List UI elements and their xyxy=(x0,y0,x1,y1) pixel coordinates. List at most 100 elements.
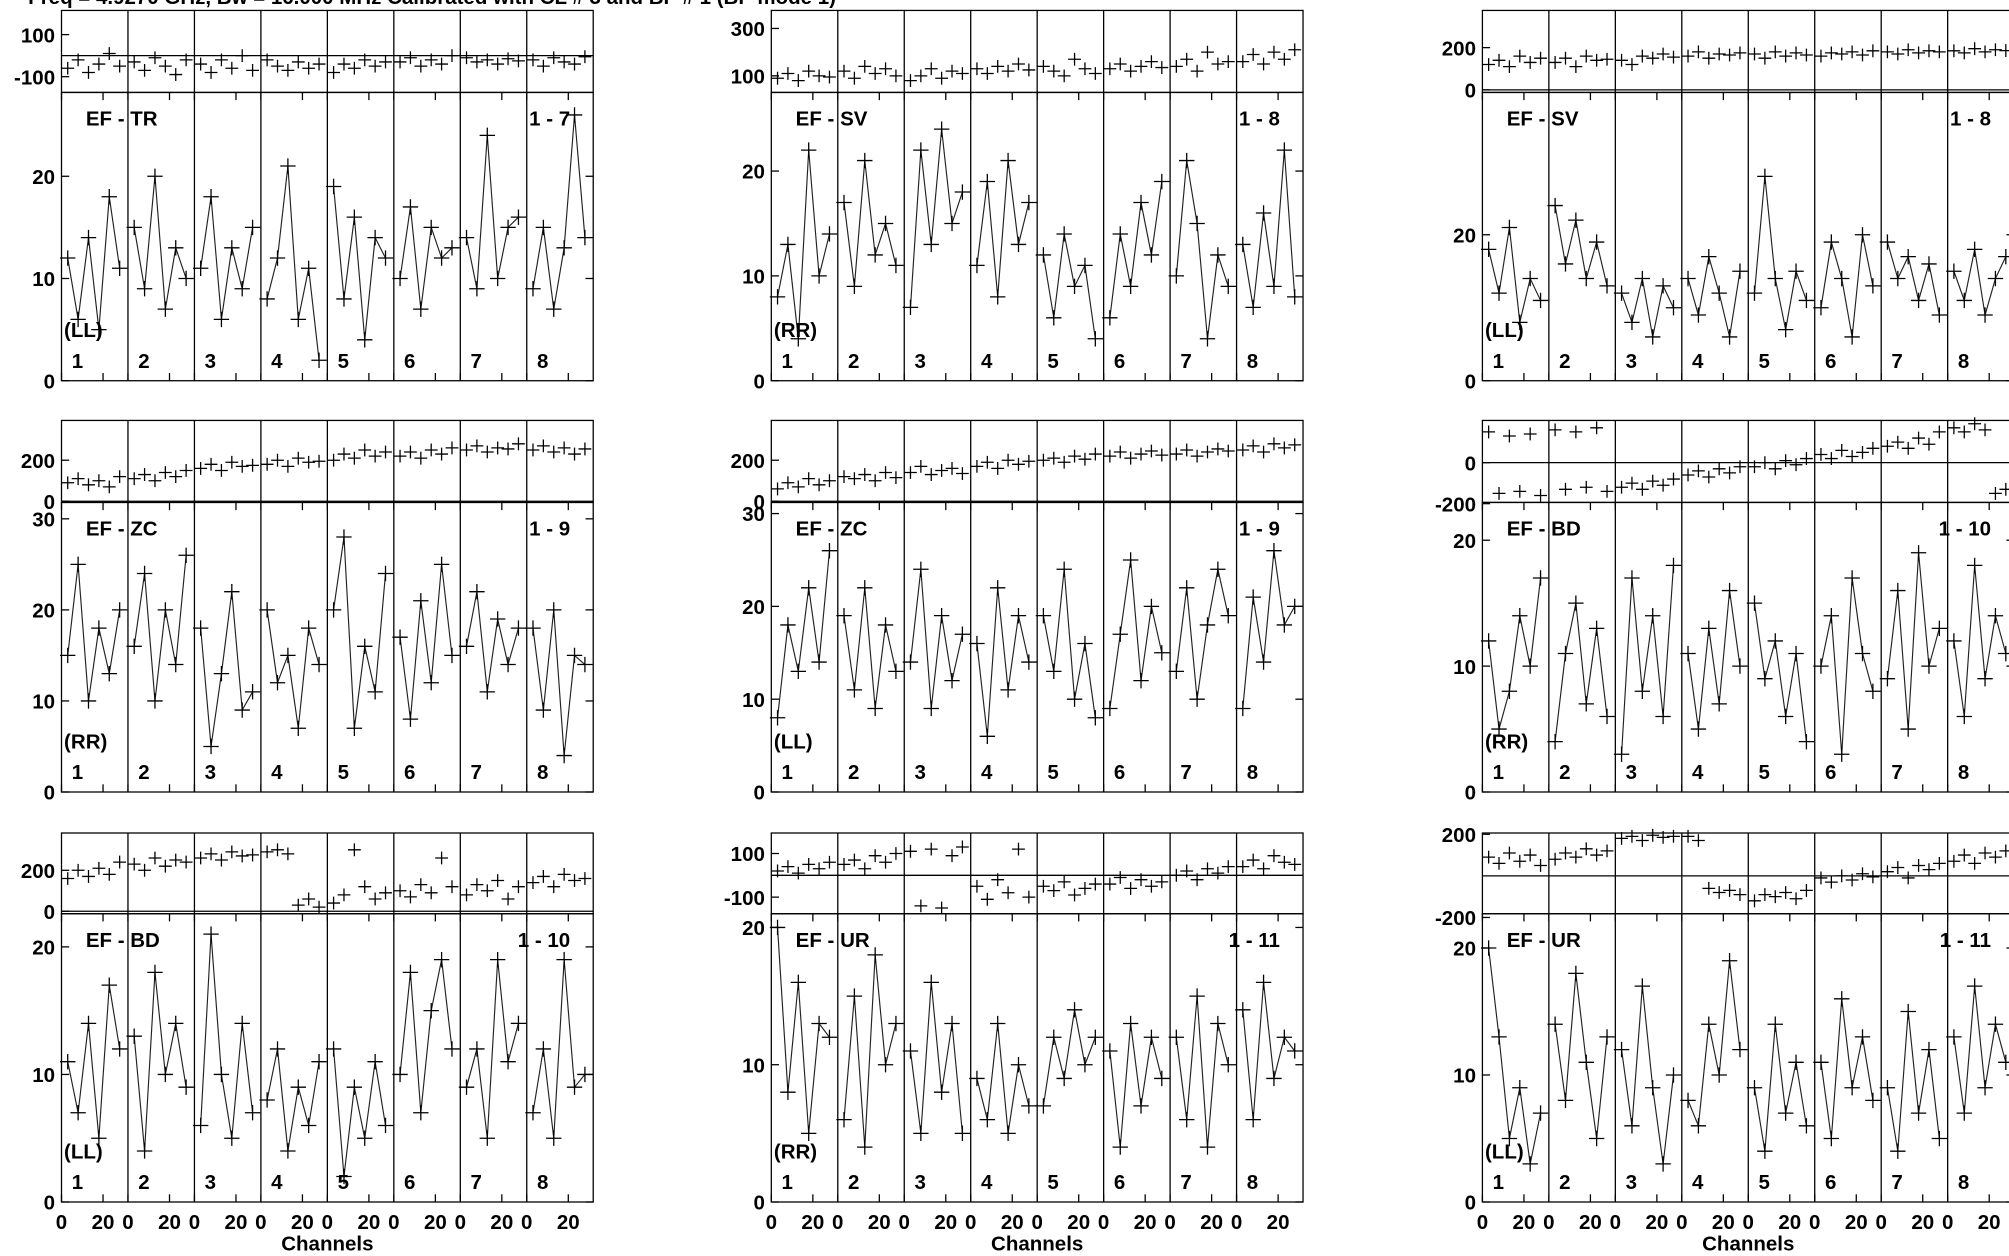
phase-point xyxy=(501,892,515,906)
amp-point xyxy=(1998,1054,2009,1070)
phase-point xyxy=(945,64,959,78)
phase-point xyxy=(1134,447,1148,461)
amp-point xyxy=(336,529,352,545)
amp-line xyxy=(1953,565,2007,717)
amp-point xyxy=(1998,248,2009,265)
phase-point xyxy=(1482,425,1496,439)
amp-point xyxy=(213,311,230,328)
amp-line xyxy=(465,591,520,692)
phase-point xyxy=(1088,877,1102,891)
if-label: 1 xyxy=(72,1171,83,1194)
phase-point xyxy=(1012,842,1025,856)
phase-point xyxy=(1513,484,1527,498)
phase-point xyxy=(435,851,449,865)
phase-point xyxy=(1492,53,1506,67)
phase-point xyxy=(302,892,316,906)
amp-point xyxy=(469,281,485,297)
amp-point xyxy=(192,260,209,276)
phase-tick-label: 100 xyxy=(731,843,765,866)
phase-point xyxy=(1957,848,1971,862)
amp-point xyxy=(1056,561,1072,577)
amp-point xyxy=(944,672,960,689)
phase-tick-label: 0 xyxy=(753,491,764,514)
amp-point xyxy=(1189,215,1205,232)
amp-point xyxy=(811,1015,827,1032)
amp-point xyxy=(325,1041,342,1057)
phase-point xyxy=(889,847,903,860)
phase-point xyxy=(526,876,540,889)
phase-point xyxy=(1968,42,1982,56)
amp-point xyxy=(1547,197,1563,214)
phase-point xyxy=(1492,856,1506,870)
amp-tick-label: 20 xyxy=(1453,938,1476,961)
x-tick-label: 0 xyxy=(766,1211,777,1234)
amp-point xyxy=(1102,310,1118,326)
phase-point xyxy=(823,855,836,869)
phase-point xyxy=(1548,56,1562,69)
amp-line xyxy=(67,985,121,1139)
amp-point xyxy=(280,158,296,174)
phase-point xyxy=(179,464,193,477)
amp-point xyxy=(902,299,919,316)
amp-point xyxy=(1010,607,1027,624)
phase-point xyxy=(82,66,95,79)
if-label: 2 xyxy=(1559,761,1570,784)
phase-point xyxy=(281,63,295,77)
amp-line xyxy=(1109,1023,1163,1148)
amp-tick-label: 0 xyxy=(753,1192,764,1215)
amp-line xyxy=(266,609,320,729)
amp-point xyxy=(1210,247,1226,263)
amp-point xyxy=(1865,683,1881,699)
phase-point xyxy=(1513,49,1527,63)
amp-point xyxy=(1823,234,1840,250)
phase-point xyxy=(327,896,340,910)
amp-point xyxy=(923,700,939,717)
x-tick-label: 0 xyxy=(1031,1211,1042,1234)
amp-point xyxy=(510,209,527,225)
phase-point xyxy=(1036,879,1050,893)
phase-point xyxy=(1989,43,2002,57)
amp-point xyxy=(1287,289,1303,305)
phase-point xyxy=(158,59,172,73)
amp-point xyxy=(933,607,950,624)
amp-point xyxy=(1701,248,1717,265)
x-tick-label: 20 xyxy=(1712,1211,1735,1234)
phase-point xyxy=(1901,441,1915,455)
phase-point xyxy=(1124,64,1138,78)
amp-point xyxy=(888,257,904,274)
phase-point xyxy=(935,464,949,477)
phase-point xyxy=(847,853,861,867)
amp-point xyxy=(367,684,383,700)
amp-tick-label: 0 xyxy=(44,782,55,805)
amp-point xyxy=(458,229,475,246)
amp-point xyxy=(101,665,117,682)
pol-label: (LL) xyxy=(64,319,103,342)
if-label: 6 xyxy=(1114,350,1125,373)
phase-point xyxy=(1169,447,1183,461)
phase-point xyxy=(1267,437,1281,451)
amp-point xyxy=(1931,1130,1948,1147)
phase-point xyxy=(1257,862,1270,876)
amp-point xyxy=(203,926,219,942)
amp-point xyxy=(1813,300,1829,316)
phase-point xyxy=(935,901,949,915)
x-tick-label: 20 xyxy=(1200,1211,1223,1234)
phase-point xyxy=(71,53,85,67)
phase-point xyxy=(1246,48,1260,61)
amp-point xyxy=(990,580,1006,596)
amp-point xyxy=(510,620,527,636)
phase-point xyxy=(1733,460,1747,474)
phase-point xyxy=(879,466,892,479)
phase-point xyxy=(1947,421,1961,435)
amp-point xyxy=(147,693,163,709)
if-label: 7 xyxy=(1891,350,1902,373)
amp-line xyxy=(266,165,320,361)
phase-point xyxy=(337,888,351,902)
amp-point xyxy=(1788,263,1804,279)
amp-tick-label: 30 xyxy=(32,509,55,532)
if-label: 5 xyxy=(1047,761,1058,784)
phase-point xyxy=(92,57,106,71)
phase-point xyxy=(1124,451,1138,465)
phase-point xyxy=(302,455,316,469)
x-tick-label: 20 xyxy=(1001,1211,1024,1234)
